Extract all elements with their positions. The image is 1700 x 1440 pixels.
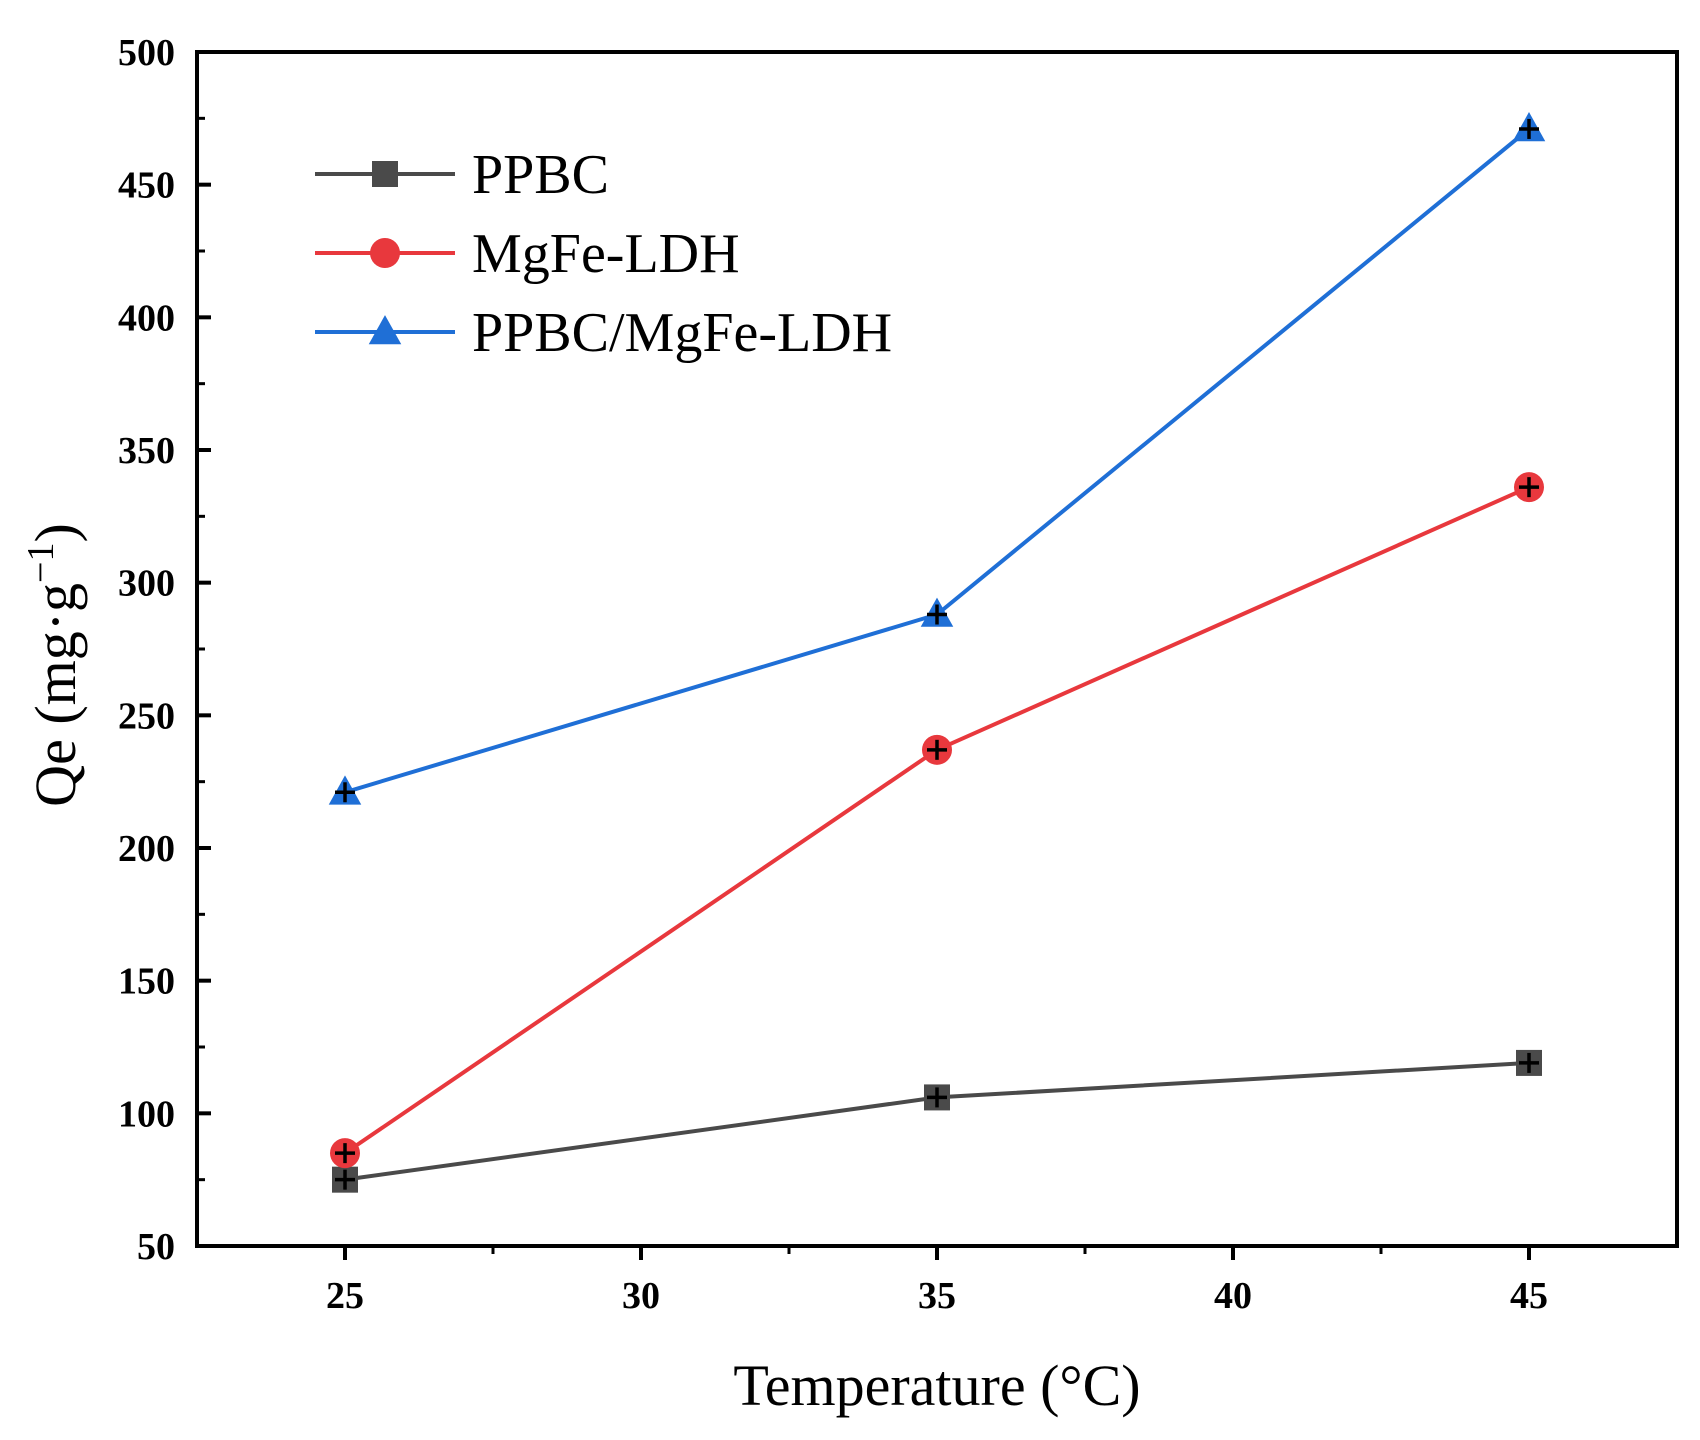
x-axis-title: Temperature (°C) bbox=[733, 1353, 1140, 1418]
y-tick-label-100: 100 bbox=[118, 1093, 175, 1135]
data-point bbox=[330, 1138, 360, 1169]
data-point bbox=[920, 597, 954, 627]
series-line bbox=[343, 485, 1530, 1155]
y-tick-label-200: 200 bbox=[118, 828, 175, 870]
data-point bbox=[922, 734, 952, 765]
data-point bbox=[1516, 1049, 1542, 1076]
y-tick-label-300: 300 bbox=[118, 563, 175, 605]
y-tick-label-150: 150 bbox=[118, 961, 175, 1003]
series-ppbc bbox=[332, 1049, 1542, 1193]
y-tick-label-250: 250 bbox=[118, 695, 175, 737]
y-axis-title: Qe (mg·g−1) bbox=[20, 523, 88, 807]
y-axis-title-superscript: −1 bbox=[20, 543, 62, 583]
y-tick-label-400: 400 bbox=[118, 297, 175, 339]
y-tick-label-350: 350 bbox=[118, 430, 175, 472]
series-ppbc-mgfe-ldh bbox=[328, 112, 1546, 805]
x-tick-label-45: 45 bbox=[1510, 1275, 1548, 1317]
y-axis-title-main: Qe (mg·g bbox=[23, 583, 88, 807]
legend-label: MgFe-LDH bbox=[472, 223, 740, 285]
data-point bbox=[1514, 472, 1544, 503]
data-point bbox=[332, 1166, 358, 1193]
x-tick-label-40: 40 bbox=[1214, 1275, 1252, 1317]
y-tick-label-450: 450 bbox=[118, 165, 175, 207]
series-mgfe-ldh bbox=[330, 472, 1544, 1169]
data-point bbox=[924, 1084, 950, 1111]
x-tick-label-30: 30 bbox=[622, 1275, 660, 1317]
legend-marker bbox=[372, 161, 398, 187]
x-tick-label-35: 35 bbox=[918, 1275, 956, 1317]
data-point bbox=[328, 775, 362, 805]
legend-label: PPBC/MgFe-LDH bbox=[472, 302, 892, 364]
legend: PPBC MgFe-LDH PPBC/MgFe-LDH bbox=[315, 144, 892, 364]
y-tick-label-50: 50 bbox=[137, 1226, 175, 1268]
y-axis-title-close: ) bbox=[23, 523, 88, 542]
legend-item-mgfe-ldh: MgFe-LDH bbox=[315, 223, 740, 285]
y-tick-label-500: 500 bbox=[118, 32, 175, 74]
x-tick-label-25: 25 bbox=[326, 1275, 364, 1317]
legend-item-ppbc: PPBC bbox=[315, 144, 609, 206]
legend-marker bbox=[370, 238, 400, 268]
data-point bbox=[1512, 112, 1546, 142]
plot-area: 25 30 35 40 45 50 100 150 200 250 300 350 400 450 500 bbox=[118, 32, 1679, 1317]
legend-item-ppbc-mgfe-ldh: PPBC/MgFe-LDH bbox=[315, 302, 892, 364]
series-line bbox=[344, 1060, 1530, 1182]
legend-marker bbox=[368, 315, 402, 345]
legend-label: PPBC bbox=[472, 144, 609, 206]
